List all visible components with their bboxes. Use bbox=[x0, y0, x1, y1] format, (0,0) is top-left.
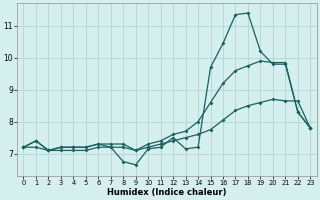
X-axis label: Humidex (Indice chaleur): Humidex (Indice chaleur) bbox=[107, 188, 227, 197]
